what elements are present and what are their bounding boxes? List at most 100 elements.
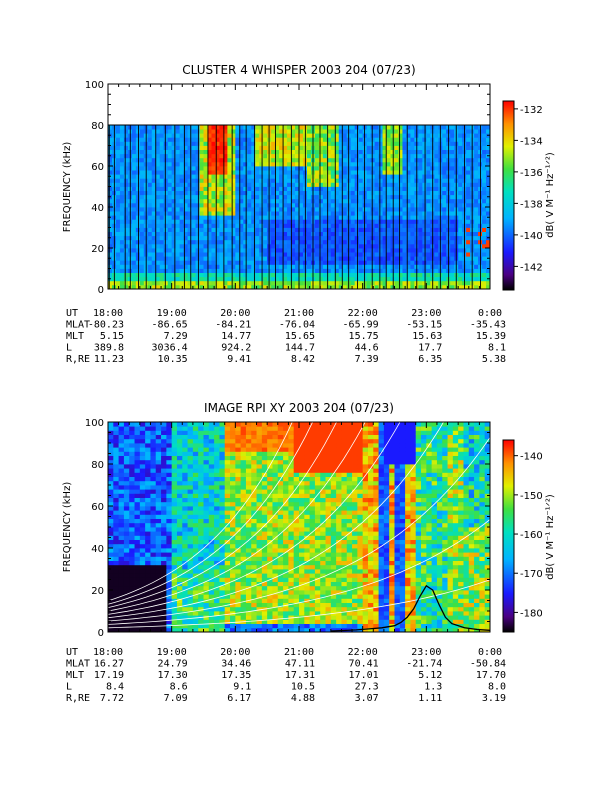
whisper-heatmap-cell bbox=[175, 202, 181, 208]
whisper-heatmap-cell bbox=[195, 243, 200, 249]
whisper-heatmap-cell bbox=[171, 284, 177, 289]
whisper-heatmap-cell bbox=[474, 227, 479, 232]
whisper-heatmap-cell bbox=[119, 231, 125, 237]
whisper-heatmap-cell bbox=[259, 186, 264, 191]
whisper-heatmap-cell bbox=[418, 129, 423, 134]
whisper-heatmap-cell bbox=[151, 272, 157, 278]
whisper-heatmap-cell bbox=[402, 235, 407, 241]
whisper-heatmap-cell bbox=[382, 223, 387, 228]
whisper-heatmap-cell bbox=[171, 248, 177, 253]
rpi-heatmap-cell bbox=[150, 430, 157, 435]
whisper-heatmap-cell bbox=[139, 125, 145, 130]
whisper-heatmap-cell bbox=[318, 186, 324, 191]
whisper-heatmap-cell bbox=[211, 235, 216, 241]
rpi-heatmap-cell bbox=[176, 623, 183, 629]
whisper-heatmap-cell bbox=[482, 256, 487, 261]
rpi-heatmap-cell bbox=[139, 623, 146, 629]
whisper-heatmap-cell bbox=[223, 272, 228, 278]
whisper-y-tick-label: 80 bbox=[91, 121, 104, 132]
rpi-heatmap-cell bbox=[198, 585, 204, 591]
whisper-heatmap-cell bbox=[219, 198, 224, 204]
whisper-heatmap-cell bbox=[458, 145, 463, 150]
whisper-heatmap-cell bbox=[398, 190, 403, 196]
whisper-heatmap-cell bbox=[474, 141, 479, 146]
whisper-heatmap-cell bbox=[334, 260, 340, 265]
whisper-heatmap-cell bbox=[342, 145, 348, 150]
whisper-heatmap-cell bbox=[370, 129, 376, 134]
whisper-heatmap-cell bbox=[422, 186, 427, 191]
whisper-heatmap-cell bbox=[255, 284, 260, 289]
whisper-heatmap-cell bbox=[386, 157, 391, 163]
whisper-heatmap-cell bbox=[458, 194, 463, 200]
whisper-heatmap-cell bbox=[219, 186, 224, 191]
whisper-heatmap-cell bbox=[155, 264, 161, 269]
whisper-heatmap-cell bbox=[326, 178, 332, 183]
whisper-heatmap-cell bbox=[418, 231, 423, 237]
whisper-heatmap-cell bbox=[374, 227, 379, 232]
whisper-heatmap-cell bbox=[207, 190, 212, 196]
whisper-heatmap-cell bbox=[386, 145, 391, 150]
whisper-heatmap-cell bbox=[247, 256, 252, 261]
whisper-heatmap-cell bbox=[187, 157, 192, 163]
whisper-heatmap-cell bbox=[275, 268, 280, 273]
whisper-heatmap-cell bbox=[179, 276, 185, 282]
rpi-heatmap-cell bbox=[166, 531, 173, 536]
whisper-heatmap-cell bbox=[295, 190, 300, 196]
whisper-heatmap-cell bbox=[330, 137, 336, 142]
rpi-heatmap-cell bbox=[198, 451, 204, 456]
rpi-heatmap-cell bbox=[150, 594, 157, 599]
whisper-heatmap-cell bbox=[394, 227, 399, 232]
whisper-heatmap-cell bbox=[183, 243, 188, 249]
rpi-heatmap-cell bbox=[155, 514, 162, 519]
whisper-heatmap-cell bbox=[203, 256, 208, 261]
rpi-heatmap-cell bbox=[182, 602, 188, 608]
whisper-heatmap-cell bbox=[354, 256, 360, 261]
whisper-heatmap-cell bbox=[183, 211, 188, 216]
whisper-heatmap-cell bbox=[466, 129, 471, 134]
rpi-heatmap-cell bbox=[182, 543, 188, 549]
whisper-heatmap-cell bbox=[450, 231, 455, 237]
rpi-heatmap-cell bbox=[155, 443, 162, 448]
whisper-heatmap-cell bbox=[283, 264, 288, 269]
whisper-heatmap-cell bbox=[171, 264, 177, 269]
whisper-heatmap-cell bbox=[271, 284, 276, 289]
whisper-heatmap-cell bbox=[390, 157, 395, 163]
rpi-heatmap-cell bbox=[161, 476, 167, 482]
whisper-heatmap-cell bbox=[338, 207, 344, 212]
whisper-heatmap-cell bbox=[263, 174, 268, 179]
rpi-heatmap-cell bbox=[171, 464, 178, 469]
rpi-heatmap-cell bbox=[129, 464, 135, 469]
whisper-heatmap-cell bbox=[406, 211, 411, 216]
whisper-heatmap-cell bbox=[426, 186, 431, 191]
whisper-heatmap-cell bbox=[179, 157, 185, 163]
whisper-heatmap-cell bbox=[299, 280, 304, 286]
whisper-heatmap-cell bbox=[322, 166, 328, 171]
whisper-heatmap-cell bbox=[402, 252, 407, 257]
whisper-heatmap-cell bbox=[207, 125, 212, 130]
whisper-heatmap-cell bbox=[450, 211, 455, 216]
rpi-heatmap-cell bbox=[182, 459, 188, 465]
whisper-heatmap-cell bbox=[295, 272, 300, 278]
rpi-heatmap-cell bbox=[118, 514, 125, 519]
whisper-heatmap-cell bbox=[239, 256, 244, 261]
whisper-heatmap-cell bbox=[374, 174, 379, 179]
whisper-heatmap-cell bbox=[394, 276, 399, 282]
whisper-heatmap-cell bbox=[386, 125, 391, 130]
whisper-panel: CLUSTER 4 WHISPER 2003 204 (07/23) 02040… bbox=[62, 63, 556, 365]
whisper-heatmap-cell bbox=[299, 256, 304, 261]
rpi-heatmap-cell bbox=[139, 539, 146, 545]
whisper-heatmap-cell bbox=[378, 223, 383, 228]
whisper-heatmap-cell bbox=[402, 149, 407, 155]
whisper-heatmap-cell bbox=[167, 194, 173, 200]
rpi-heatmap-cell bbox=[161, 468, 167, 473]
whisper-heatmap-cell bbox=[382, 276, 387, 282]
rpi-heatmap-cell bbox=[113, 443, 120, 448]
whisper-heatmap-cell bbox=[171, 239, 177, 245]
whisper-heatmap-cell bbox=[382, 141, 387, 146]
whisper-heatmap-cell bbox=[271, 235, 276, 241]
rpi-heatmap-cell bbox=[113, 548, 120, 553]
whisper-heatmap-cell bbox=[326, 170, 332, 175]
whisper-heatmap-cell bbox=[251, 284, 256, 289]
whisper-heatmap-cell bbox=[410, 252, 415, 257]
whisper-heatmap-cell bbox=[171, 166, 177, 171]
